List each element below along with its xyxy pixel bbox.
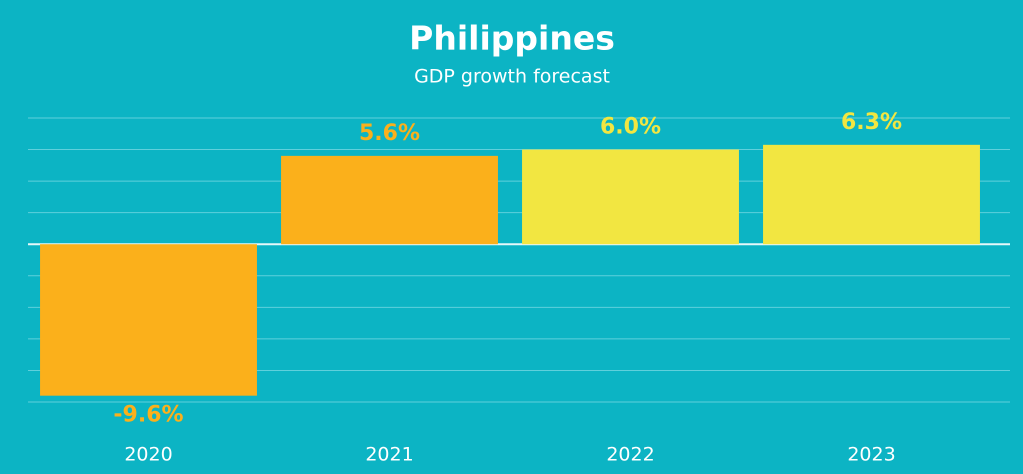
bar xyxy=(763,144,980,245)
value-label: 6.3% xyxy=(841,110,902,135)
x-tick-label: 2021 xyxy=(365,444,413,466)
bar xyxy=(522,149,739,245)
value-label: -9.6% xyxy=(113,403,183,428)
value-label: 6.0% xyxy=(600,115,661,140)
bar xyxy=(281,155,498,245)
bar xyxy=(40,244,257,396)
value-label: 5.6% xyxy=(359,121,420,146)
x-tick-label: 2023 xyxy=(847,444,895,466)
x-tick-label: 2022 xyxy=(606,444,654,466)
chart-title: Philippines xyxy=(409,19,615,58)
x-tick-label: 2020 xyxy=(124,444,172,466)
chart-subtitle: GDP growth forecast xyxy=(414,66,610,88)
